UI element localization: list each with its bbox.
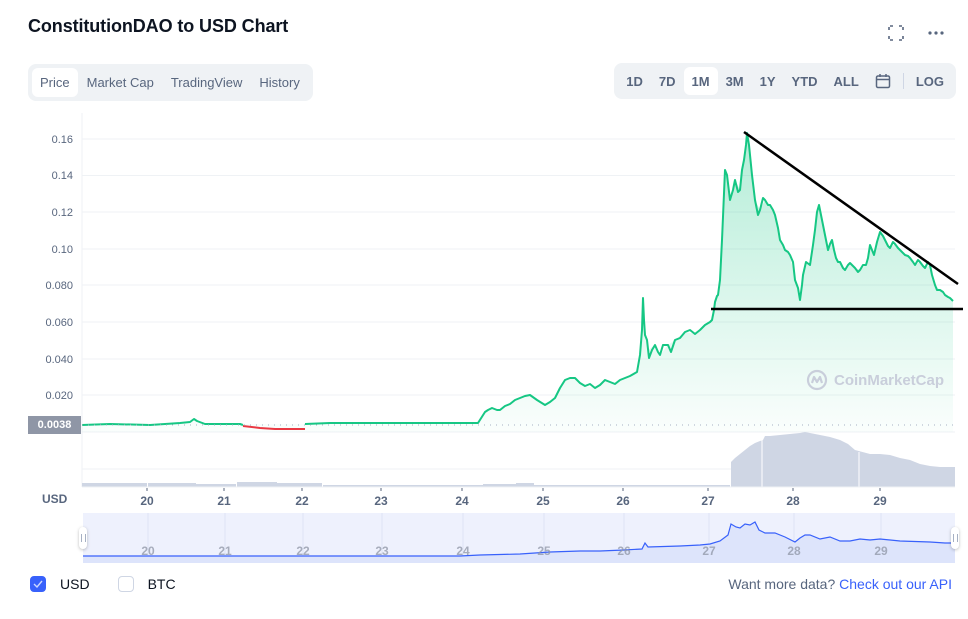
range-1d[interactable]: 1D bbox=[626, 73, 643, 89]
more-horizontal-icon bbox=[928, 31, 944, 35]
svg-text:27: 27 bbox=[702, 544, 716, 558]
price-area bbox=[82, 133, 953, 432]
log-scale-toggle[interactable]: LOG bbox=[915, 73, 944, 89]
svg-text:0.020: 0.020 bbox=[45, 390, 73, 402]
svg-text:0.10: 0.10 bbox=[52, 244, 73, 256]
range-3m[interactable]: 3M bbox=[725, 73, 744, 89]
date-range-button[interactable] bbox=[867, 67, 899, 95]
calendar-icon bbox=[875, 74, 891, 89]
usd-label: USD bbox=[60, 576, 90, 592]
legend-btc[interactable]: BTC bbox=[117, 576, 176, 592]
check-icon bbox=[33, 580, 43, 588]
tab-price[interactable]: Price bbox=[32, 68, 78, 97]
range-1y[interactable]: 1Y bbox=[759, 73, 776, 89]
watermark-text: CoinMarketCap bbox=[834, 371, 945, 389]
price-line-down bbox=[242, 425, 305, 430]
coinmarketcap-logo-icon bbox=[806, 369, 828, 391]
svg-text:26: 26 bbox=[617, 544, 631, 558]
volume-bars bbox=[82, 432, 955, 487]
svg-text:26: 26 bbox=[616, 494, 630, 508]
btc-label: BTC bbox=[147, 576, 176, 592]
svg-text:28: 28 bbox=[787, 544, 801, 558]
svg-text:0.14: 0.14 bbox=[52, 170, 73, 182]
svg-text:0.060: 0.060 bbox=[45, 317, 73, 329]
watermark: CoinMarketCap bbox=[806, 369, 944, 391]
svg-text:24: 24 bbox=[455, 494, 469, 508]
tab-history[interactable]: History bbox=[259, 75, 300, 90]
svg-text:29: 29 bbox=[873, 494, 887, 508]
svg-text:20: 20 bbox=[141, 544, 155, 558]
svg-text:0.16: 0.16 bbox=[52, 134, 73, 146]
axis-currency-label: USD bbox=[42, 492, 68, 506]
price-line-up bbox=[81, 418, 244, 426]
x-axis-labels: 20 21 22 23 24 25 26 27 28 29 bbox=[140, 494, 887, 508]
svg-text:21: 21 bbox=[218, 544, 232, 558]
range-ytd[interactable]: YTD bbox=[791, 73, 818, 89]
range-all[interactable]: ALL bbox=[833, 73, 859, 89]
svg-text:23: 23 bbox=[375, 544, 389, 558]
svg-text:0.12: 0.12 bbox=[52, 207, 73, 219]
svg-text:29: 29 bbox=[874, 544, 888, 558]
range-divider bbox=[902, 73, 904, 89]
tab-market-cap[interactable]: Market Cap bbox=[86, 75, 154, 90]
svg-text:23: 23 bbox=[374, 494, 388, 508]
svg-text:25: 25 bbox=[536, 494, 550, 508]
api-link[interactable]: Check out our API bbox=[839, 576, 952, 592]
svg-text:22: 22 bbox=[295, 494, 309, 508]
svg-text:27: 27 bbox=[701, 494, 715, 508]
svg-text:24: 24 bbox=[456, 544, 470, 558]
tab-tradingview[interactable]: TradingView bbox=[170, 75, 243, 90]
navigator-left-handle[interactable] bbox=[79, 527, 87, 549]
y-axis-labels: 0.16 0.14 0.12 0.10 0.080 0.060 0.040 0.… bbox=[45, 134, 73, 402]
range-1m[interactable]: 1M bbox=[683, 67, 718, 95]
time-range-selector: 1D 7D 1M 3M 1Y YTD ALL LOG bbox=[614, 63, 956, 99]
svg-text:28: 28 bbox=[786, 494, 800, 508]
page-title: ConstitutionDAO to USD Chart bbox=[28, 16, 289, 36]
btc-checkbox[interactable] bbox=[117, 576, 134, 592]
navigator-right-handle[interactable] bbox=[951, 527, 959, 549]
svg-text:22: 22 bbox=[296, 544, 310, 558]
x-axis bbox=[146, 488, 881, 491]
more-options-button[interactable] bbox=[925, 22, 947, 44]
range-7d[interactable]: 7D bbox=[658, 73, 676, 89]
navigator: 20 21 22 23 24 25 26 27 28 29 bbox=[83, 513, 955, 563]
svg-text:20: 20 bbox=[140, 494, 154, 508]
current-price-tag: 0.0038 bbox=[28, 416, 81, 434]
api-prompt: Want more data? bbox=[728, 576, 836, 592]
currency-legend: USD BTC bbox=[30, 576, 204, 592]
svg-text:21: 21 bbox=[217, 494, 231, 508]
svg-text:0.080: 0.080 bbox=[45, 280, 73, 292]
api-promo: Want more data? Check out our API bbox=[728, 576, 952, 592]
price-line-up-2 bbox=[304, 132, 954, 425]
svg-text:0.040: 0.040 bbox=[45, 354, 73, 366]
usd-checkbox[interactable] bbox=[30, 576, 46, 592]
chart-type-tabs: Price Market Cap TradingView History bbox=[28, 64, 313, 101]
svg-text:25: 25 bbox=[537, 544, 551, 558]
legend-usd[interactable]: USD bbox=[30, 576, 90, 592]
resistance-trendline bbox=[743, 130, 959, 286]
